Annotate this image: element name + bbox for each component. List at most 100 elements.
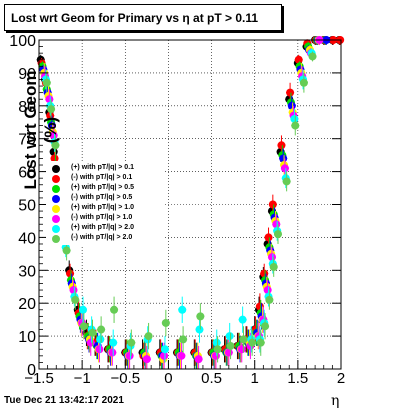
- legend-label: (+) with pT/|q| > 2.0: [71, 224, 135, 231]
- data-point: [277, 141, 286, 150]
- legend-marker-icon: [52, 185, 60, 193]
- data-point: [96, 335, 105, 344]
- legend-label: (+) with pT/|q| > 0.5: [71, 184, 135, 191]
- data-point: [264, 233, 273, 242]
- data-point: [225, 332, 234, 341]
- y-tick-label: 10: [18, 329, 36, 346]
- data-point: [161, 318, 170, 327]
- legend: (+) with pT/|q| > 0.1 (-) with pT/|q| > 0…: [46, 161, 163, 245]
- data-point: [291, 121, 300, 130]
- data-point: [144, 332, 153, 341]
- chart-title-box: Lost wrt Geom for Primary vs η at pT > 0…: [4, 4, 282, 31]
- series-7: [42, 51, 317, 363]
- data-point: [177, 351, 186, 360]
- data-point: [160, 345, 169, 354]
- legend-entry: (+) with pT/|q| > 2.0: [46, 224, 163, 234]
- y-tick-label: 90: [18, 66, 36, 83]
- legend-entry: (+) with pT/|q| > 0.1: [46, 164, 163, 174]
- legend-label: (-) with pT/|q| > 1.0: [71, 214, 133, 221]
- legend-entry: (+) with pT/|q| > 1.0: [46, 204, 163, 214]
- data-point: [125, 351, 134, 360]
- legend-marker-icon: [52, 165, 60, 173]
- y-tick-label: 30: [18, 263, 36, 280]
- legend-entry: (-) with pT/|q| > 0.1: [46, 174, 163, 184]
- x-axis-label: η: [331, 393, 340, 409]
- data-point: [282, 177, 291, 186]
- data-point: [265, 295, 274, 304]
- data-point: [97, 325, 106, 334]
- legend-marker-icon: [52, 225, 60, 233]
- y-tick-label: 50: [18, 198, 36, 215]
- data-point: [50, 154, 59, 163]
- data-point: [110, 305, 119, 314]
- x-tick-label: −0.5: [110, 370, 140, 387]
- data-point: [194, 355, 203, 364]
- timestamp: Tue Dec 21 13:42:17 2021: [4, 395, 124, 406]
- legend-marker-icon: [52, 235, 60, 243]
- data-point: [274, 230, 283, 239]
- data-point: [196, 312, 205, 321]
- data-point: [280, 164, 289, 173]
- data-point: [248, 338, 257, 347]
- data-point: [212, 338, 221, 347]
- legend-entry: (+) with pT/|q| > 0.5: [46, 184, 163, 194]
- data-point: [268, 200, 277, 209]
- chart-title: Lost wrt Geom for Primary vs η at pT > 0…: [11, 11, 259, 25]
- legend-label: (-) with pT/|q| > 0.1: [71, 174, 133, 181]
- data-point: [269, 263, 278, 272]
- legend-label: (+) with pT/|q| > 0.1: [71, 164, 135, 171]
- grid-layer: [39, 40, 341, 369]
- data-point: [226, 341, 235, 350]
- data-point: [79, 322, 88, 331]
- x-tick-label: 2: [337, 370, 345, 387]
- data-point: [178, 305, 187, 314]
- data-point: [213, 345, 222, 354]
- legend-entry: (-) with pT/|q| > 0.5: [46, 194, 163, 204]
- legend-marker-icon: [52, 175, 60, 183]
- legend-marker-icon: [52, 215, 60, 223]
- data-point: [286, 88, 295, 97]
- data-point: [261, 322, 270, 331]
- data-point: [237, 345, 246, 354]
- legend-entry: (-) with pT/|q| > 1.0: [46, 214, 163, 224]
- x-tick-label: 1.5: [287, 370, 308, 387]
- data-point: [109, 338, 118, 347]
- data-point: [294, 55, 303, 64]
- x-tick-label: −1: [74, 370, 91, 387]
- x-tick-label: 0: [164, 370, 172, 387]
- y-tick-label: 100: [9, 33, 36, 50]
- legend-label: (+) with pT/|q| > 1.0: [71, 204, 135, 211]
- y-tick-label: 70: [18, 132, 36, 149]
- y-tick-label: 0: [27, 362, 36, 379]
- data-point: [239, 335, 248, 344]
- legend-marker-icon: [52, 205, 60, 213]
- x-tick-label: 0.5: [201, 370, 222, 387]
- y-tick-label: 60: [18, 165, 36, 182]
- data-point: [88, 328, 97, 337]
- data-point: [290, 114, 299, 123]
- data-point: [51, 141, 60, 150]
- data-point: [42, 78, 51, 87]
- data-point: [179, 335, 188, 344]
- data-point: [308, 52, 317, 61]
- data-point: [238, 315, 247, 324]
- data-point: [79, 305, 88, 314]
- y-tick-label: 20: [18, 296, 36, 313]
- data-point: [160, 351, 169, 360]
- data-point: [299, 78, 308, 87]
- legend-label: (-) with pT/|q| > 2.0: [71, 234, 133, 241]
- x-tick-label: 1: [251, 370, 259, 387]
- data-point: [62, 246, 71, 255]
- axis-layer: 0 10 20 30 40 50 60 70 80 90 100 −1.5 −1 −0.5 0 0.5 1 1.5…: [9, 33, 345, 387]
- data-point: [127, 338, 136, 347]
- data-point: [195, 325, 204, 334]
- x-tick-label: −1.5: [24, 370, 54, 387]
- data-point: [108, 348, 117, 357]
- legend-label: (-) with pT/|q| > 0.5: [71, 194, 133, 201]
- data-point: [95, 345, 104, 354]
- y-tick-label: 80: [18, 99, 36, 116]
- legend-entry: (-) with pT/|q| > 2.0: [46, 234, 163, 244]
- y-tick-label: 40: [18, 230, 36, 247]
- data-point: [256, 338, 265, 347]
- data-point: [86, 338, 95, 347]
